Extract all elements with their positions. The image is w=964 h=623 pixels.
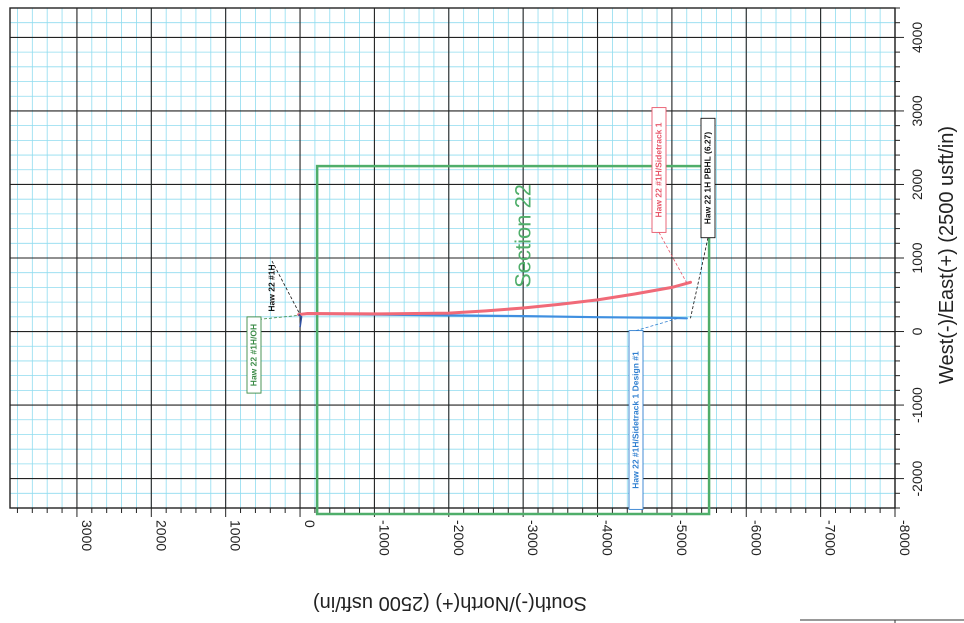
x-tick-label: 3000 [79, 520, 95, 551]
callout-leader [271, 260, 301, 315]
callout-design-1: Haw 22 #1H/Sidetrack 1 Design #1 [628, 330, 644, 510]
x-axis-title: South(-)/North(+) (2500 usft/in) [313, 592, 587, 614]
x-tick-label: -8000 [897, 520, 913, 556]
callout-design-1-text: Haw 22 #1H/Sidetrack 1 Design #1 [630, 351, 640, 489]
x-tick-label: -7000 [823, 520, 839, 556]
y-tick-label: 1000 [909, 242, 925, 273]
x-tick-label: -3000 [525, 520, 541, 556]
x-tick-label: -4000 [600, 520, 616, 556]
y-tick-label: -1000 [909, 387, 925, 423]
callout-leader [635, 317, 680, 331]
x-tick-label: -2000 [451, 520, 467, 556]
axis-ticks [16, 7, 904, 517]
y-tick-label: 0 [909, 327, 925, 335]
x-tick-label: -5000 [674, 520, 690, 556]
series-line-1 [297, 280, 692, 317]
callout-pbhl-box [700, 117, 716, 239]
callout-haw22-1h-oh-text: Haw 22 #1H/OH [248, 324, 258, 386]
x-tick-labels: 3000 2000 1000 0 -1000 -2000 -3000 -4000 -5000 -6… [79, 520, 913, 556]
callout-pbhl-text: Haw 22 1H PBHL (6.27) [702, 132, 712, 225]
callout-design-1-box [628, 330, 644, 510]
y-tick-label: -2000 [909, 460, 925, 496]
section-label: Section 22 [511, 184, 536, 288]
callout-sidetrack-1-text: Haw 22 #1H/Sidetrack 1 [653, 122, 663, 217]
x-tick-label: 1000 [228, 520, 244, 551]
surface-hook [298, 313, 303, 328]
y-tick-label: 4000 [909, 22, 925, 53]
y-tick-labels: -2000 -1000 0 1000 2000 3000 4000 [909, 22, 925, 497]
callout-sidetrack-1: Haw 22 #1H/Sidetrack 1 [651, 107, 667, 233]
x-tick-label: -1000 [376, 520, 392, 556]
callout-haw22-1h-oh-box [246, 316, 262, 394]
callout-haw22-1h: Haw 22 #1H [266, 264, 276, 311]
callout-haw22-1h-text: Haw 22 #1H [266, 264, 276, 311]
series-layer [297, 280, 692, 328]
y-axis-title: West(-)/East(+) (2500 usft/in) [936, 126, 958, 384]
x-tick-label: 2000 [153, 520, 169, 551]
callout-sidetrack-1-box [651, 107, 667, 233]
y-tick-label: 2000 [909, 169, 925, 200]
x-tick-label: -6000 [748, 520, 764, 556]
callout-haw22-1h-oh: Haw 22 #1H/OH [246, 316, 262, 394]
x-tick-label: 0 [302, 520, 318, 528]
callout-leader [690, 237, 709, 319]
y-tick-label: 3000 [909, 95, 925, 126]
callout-pbhl: Haw 22 1H PBHL (6.27) [700, 117, 716, 239]
major-grid [9, 7, 896, 509]
section-boundary [315, 164, 711, 516]
